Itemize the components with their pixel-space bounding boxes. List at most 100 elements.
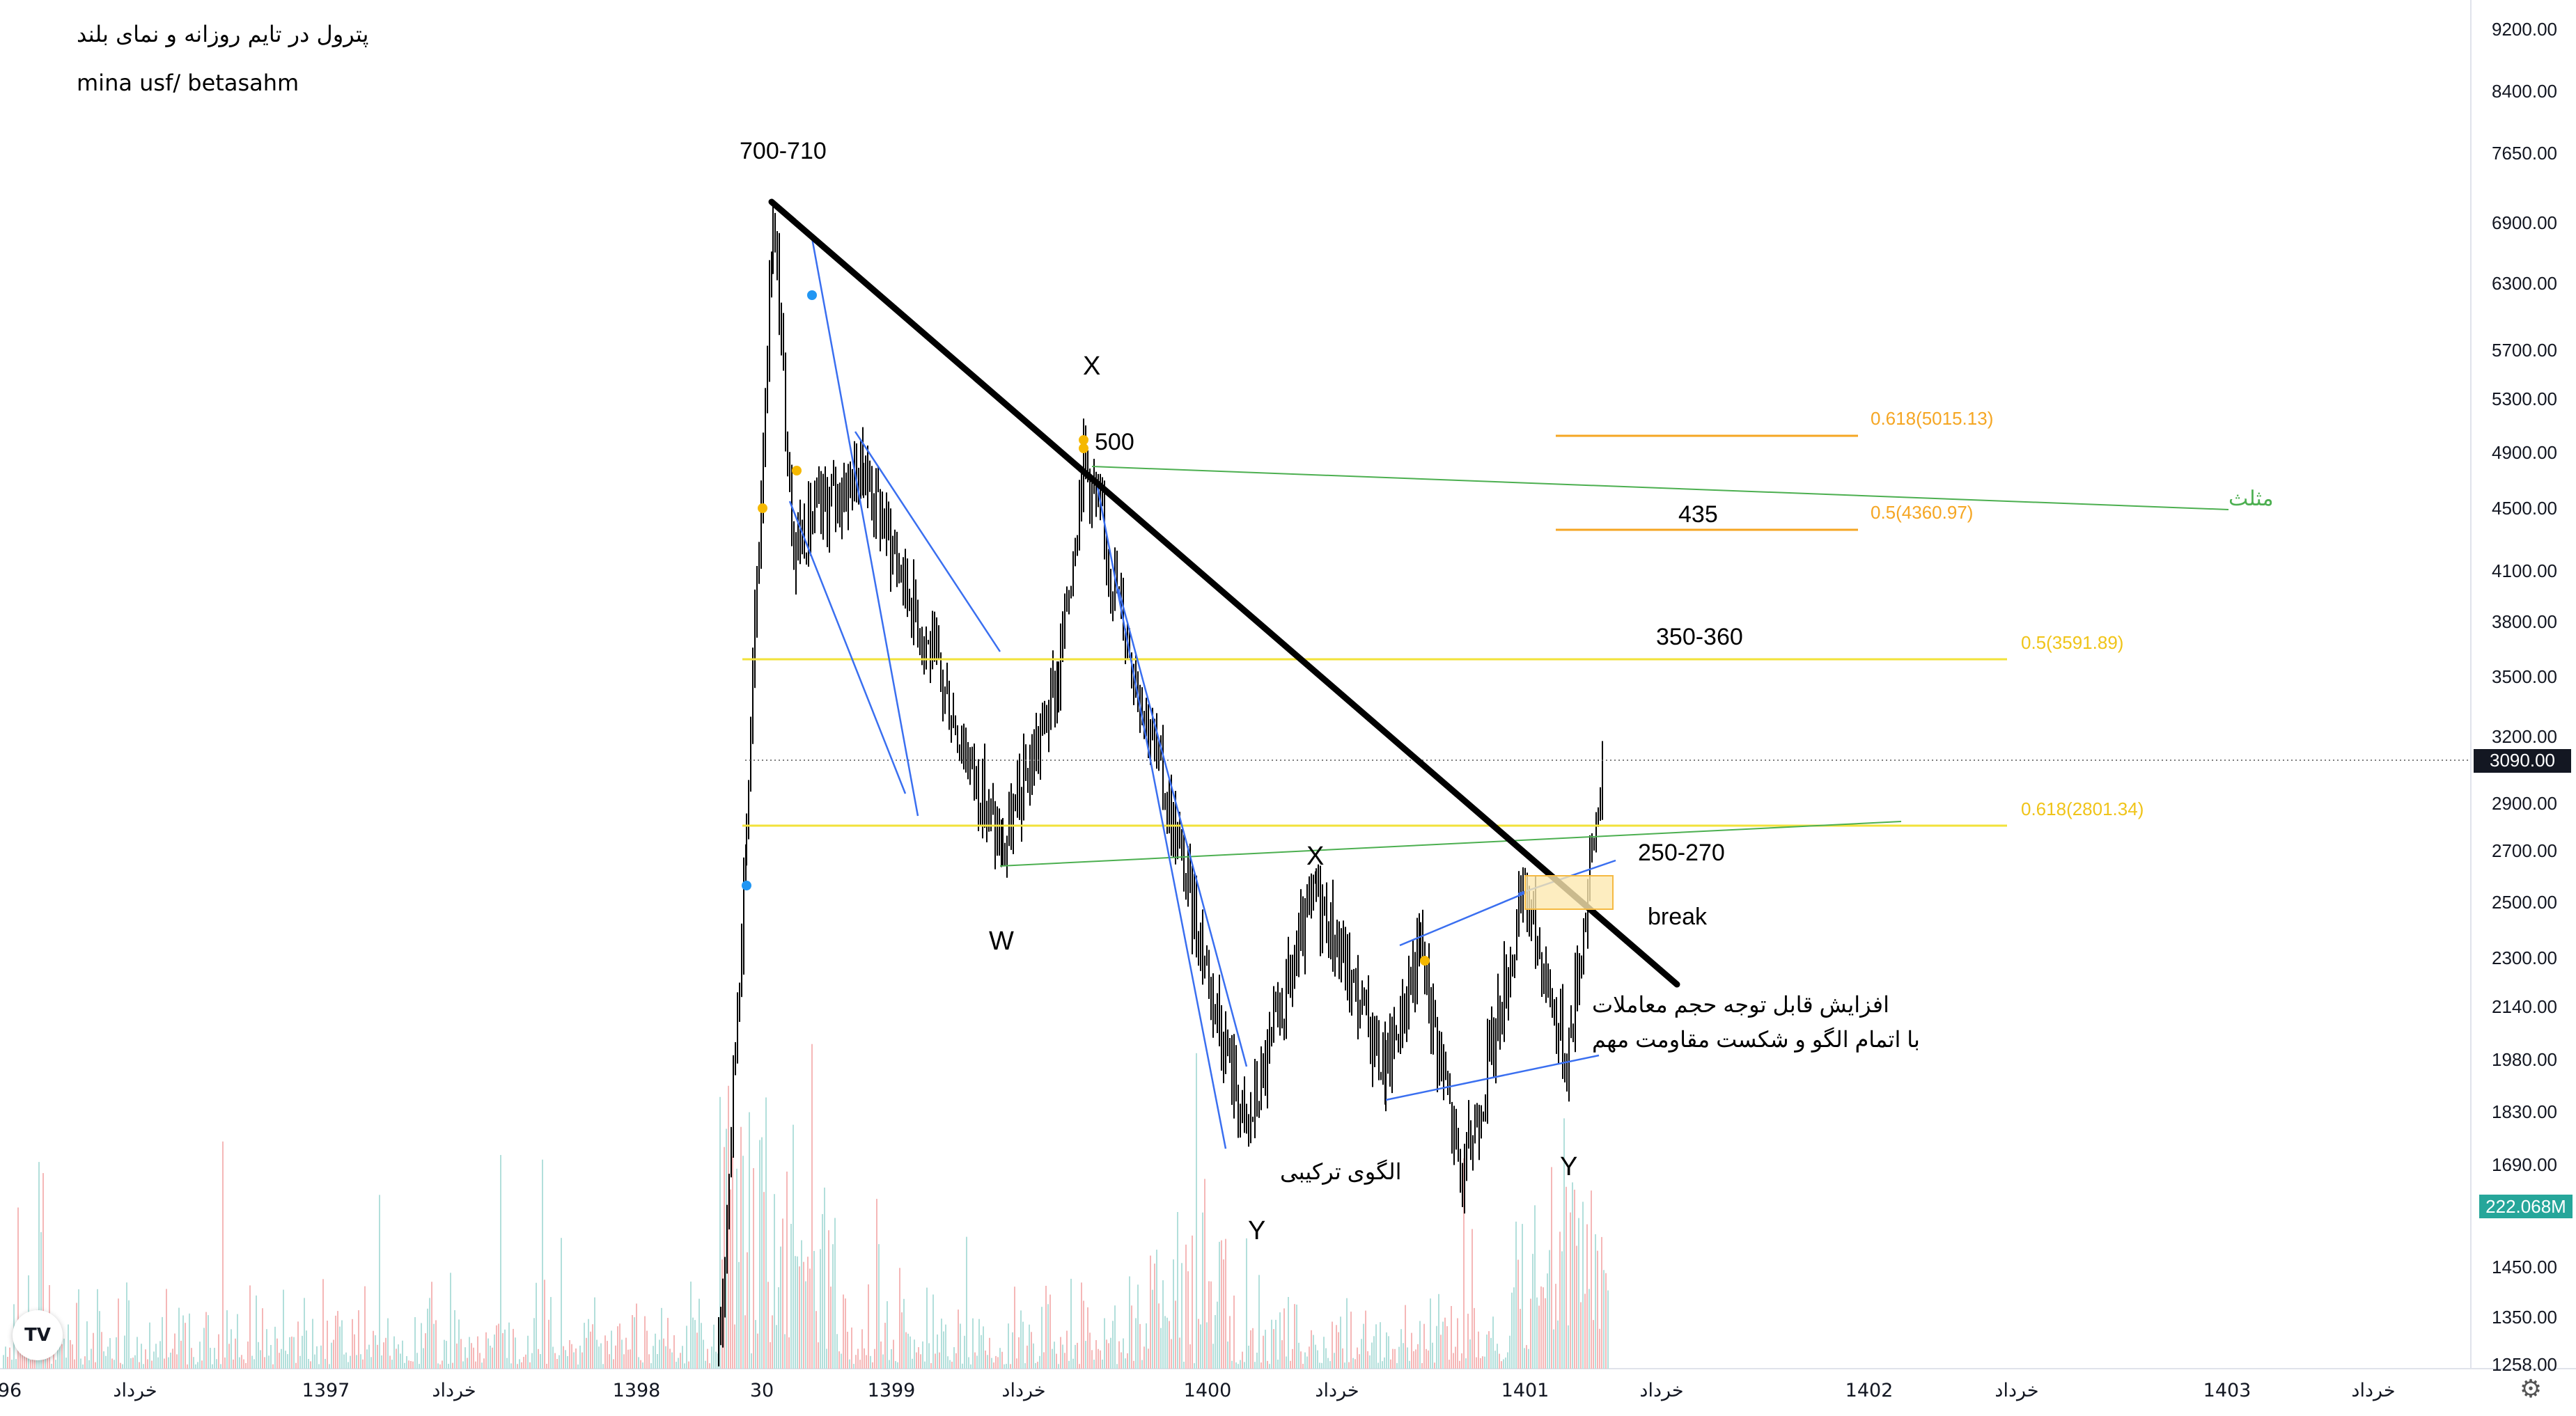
volume-bar [680, 1353, 681, 1369]
channel-line[interactable] [1385, 1054, 1600, 1101]
volume-bar [763, 1192, 765, 1369]
volume-bar [1444, 1317, 1446, 1369]
volume-bar [1382, 1361, 1383, 1369]
volume-bar [1256, 1353, 1258, 1369]
price-tick: 5700.00 [2492, 340, 2557, 361]
volume-bar [613, 1359, 614, 1369]
volume-bar [375, 1335, 376, 1369]
volume-bar [1413, 1351, 1414, 1369]
volume-bar [1263, 1335, 1264, 1369]
volume-bar [536, 1282, 537, 1369]
volume-bar [153, 1351, 155, 1369]
volume-bar [989, 1337, 990, 1369]
volume-bar [462, 1361, 464, 1369]
volume-bar [1091, 1350, 1093, 1369]
volume-bar [1045, 1286, 1047, 1369]
channel-line[interactable] [1399, 891, 1527, 947]
volume-bar [709, 1363, 710, 1369]
volume-bar [644, 1316, 646, 1369]
volume-bar [189, 1313, 190, 1369]
volume-bar [1260, 1362, 1262, 1369]
triangle-upper-line[interactable] [1091, 466, 2229, 510]
volume-bar [78, 1289, 79, 1369]
volume-bar [1398, 1346, 1400, 1369]
volume-bar [991, 1358, 992, 1369]
fib-5-top-label: 0.5(4360.97) [1871, 502, 1973, 523]
volume-bar [761, 1137, 763, 1369]
volume-bar [1363, 1323, 1364, 1369]
volume-bar [813, 1250, 815, 1369]
last-price-text: 3090.00 [2490, 750, 2555, 771]
volume-bar [159, 1341, 161, 1369]
volume-bar [116, 1337, 117, 1369]
volume-bar [264, 1357, 265, 1369]
volume-bar [412, 1361, 414, 1369]
break-zone-box[interactable] [1524, 875, 1614, 910]
volume-bar [1093, 1360, 1095, 1369]
volume-bar [400, 1353, 401, 1369]
volume-bar [42, 1173, 44, 1369]
volume-bar [366, 1349, 368, 1369]
price-tick: 1258.00 [2492, 1354, 2557, 1375]
volume-bar [74, 1359, 75, 1369]
time-tick: 96 [0, 1380, 22, 1401]
price-tick: 6300.00 [2492, 273, 2557, 294]
volume-bar [1355, 1359, 1356, 1369]
price-axis-panel[interactable] [2471, 0, 2576, 1413]
tradingview-logo-icon[interactable]: TV [13, 1310, 63, 1360]
volume-bar [1357, 1347, 1358, 1369]
volume-bar [1524, 1348, 1525, 1369]
price-tick: 2700.00 [2492, 840, 2557, 861]
volume-bar [1252, 1328, 1254, 1369]
volume-bar [1012, 1332, 1013, 1369]
volume-bar [448, 1364, 449, 1369]
volume-bar [1079, 1364, 1080, 1369]
volume-bar [1588, 1289, 1590, 1369]
volume-bar [1423, 1323, 1425, 1369]
volume-bar [423, 1348, 424, 1369]
volume-bar [51, 1364, 52, 1369]
channel-line[interactable] [854, 431, 1001, 652]
channel-line[interactable] [788, 501, 907, 794]
volume-bar [841, 1353, 842, 1369]
volume-bar [1244, 1362, 1245, 1369]
volume-bar [237, 1314, 238, 1369]
gear-icon[interactable]: ⚙ [2519, 1375, 2543, 1403]
volume-bar [1152, 1289, 1153, 1369]
volume-bar [1346, 1298, 1348, 1369]
volume-bar [550, 1297, 552, 1369]
volume-bar [732, 1156, 733, 1369]
volume-bar [747, 1252, 748, 1369]
volume-bar [797, 1256, 798, 1369]
volume-bar [1480, 1358, 1481, 1369]
volume-bar [663, 1338, 664, 1369]
volume-bar [1545, 1298, 1546, 1369]
plot-area[interactable] [0, 0, 2471, 1369]
volume-bar [1288, 1297, 1289, 1369]
volume-bar [698, 1298, 700, 1369]
volume-bar [155, 1344, 157, 1369]
volume-bar [1336, 1325, 1337, 1369]
volume-bar [838, 1351, 840, 1369]
volume-bar [1405, 1305, 1406, 1369]
volume-bar [955, 1353, 957, 1369]
volume-bar [331, 1342, 332, 1369]
volume-bar [1271, 1319, 1272, 1369]
channel-line[interactable] [1117, 588, 1248, 1067]
channel-line[interactable] [811, 237, 919, 817]
volume-bar [1352, 1358, 1354, 1369]
volume-bar [801, 1240, 802, 1369]
triangle-lower-line[interactable] [999, 821, 1902, 867]
volume-bar [1217, 1301, 1218, 1369]
volume-bar [492, 1347, 493, 1369]
main-trendline[interactable] [768, 198, 1680, 988]
volume-bar [1077, 1342, 1078, 1369]
volume-bar [669, 1348, 671, 1369]
volume-bar [1062, 1344, 1063, 1369]
channel-line[interactable] [1096, 487, 1227, 1149]
volume-bar [1430, 1298, 1431, 1369]
volume-bar [1440, 1335, 1442, 1369]
volume-bar [508, 1322, 510, 1369]
